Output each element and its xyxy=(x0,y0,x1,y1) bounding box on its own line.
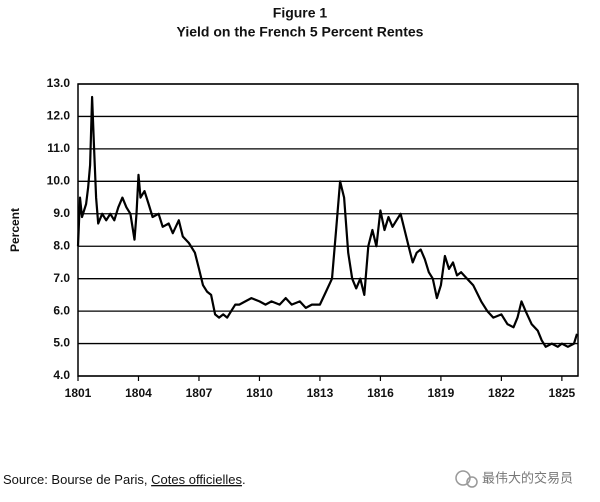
x-tick-label: 1825 xyxy=(549,386,576,400)
y-tick-label: 13.0 xyxy=(47,76,71,90)
figure-label: Figure 1 xyxy=(273,5,328,21)
y-tick-label: 5.0 xyxy=(53,336,70,350)
y-tick-label: 9.0 xyxy=(53,206,70,220)
x-tick-label: 1822 xyxy=(488,386,515,400)
y-axis-label: Percent xyxy=(8,208,22,252)
y-tick-label: 10.0 xyxy=(47,174,71,188)
x-tick-label: 1816 xyxy=(367,386,394,400)
y-tick-label: 11.0 xyxy=(47,141,70,155)
x-tick-label: 1819 xyxy=(428,386,455,400)
plot-frame xyxy=(77,83,579,377)
x-tick-label: 1810 xyxy=(246,386,273,400)
x-tick-label: 1801 xyxy=(65,386,92,400)
data-line xyxy=(76,95,579,348)
x-tick-label: 1807 xyxy=(186,386,213,400)
y-tick-label: 6.0 xyxy=(53,303,70,317)
chart-title: Yield on the French 5 Percent Rentes xyxy=(177,24,424,40)
source-publication: Cotes officielles xyxy=(151,472,242,487)
source-note: Source: Bourse de Paris, Cotes officiell… xyxy=(3,472,246,487)
source-suffix: . xyxy=(242,472,246,487)
y-tick-label: 12.0 xyxy=(47,109,71,123)
y-tick-label: 4.0 xyxy=(53,368,70,382)
x-tick-label: 1804 xyxy=(125,386,152,400)
source-prefix: Source: Bourse de Paris, xyxy=(3,472,151,487)
x-tick-label: 1813 xyxy=(307,386,334,400)
watermark-icon xyxy=(455,470,478,488)
y-tick-label: 8.0 xyxy=(53,238,70,252)
watermark: 最伟大的交易员 xyxy=(482,470,573,485)
y-tick-label: 7.0 xyxy=(53,271,70,285)
